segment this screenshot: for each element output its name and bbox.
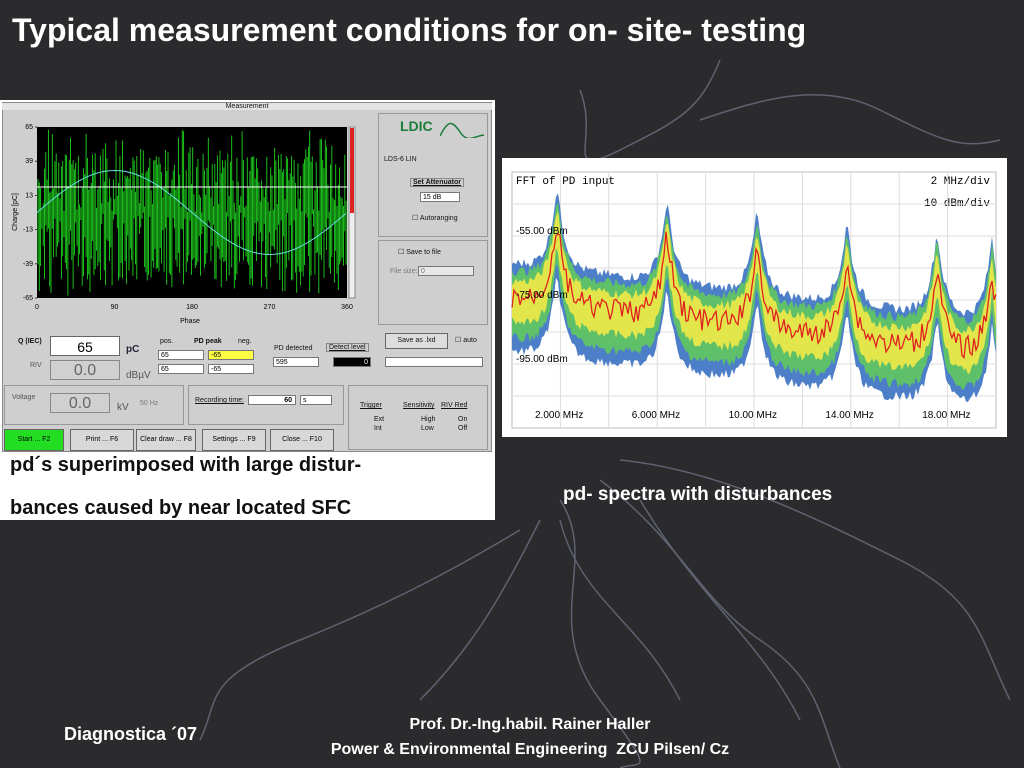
spectrum-title: FFT of PD input [516, 176, 615, 188]
x-tick-label: 270 [264, 304, 276, 311]
footer-affiliation: Power & Environmental Engineering ZCU Pi… [330, 741, 730, 758]
status-field [385, 357, 483, 367]
q-value: 65 [50, 336, 120, 356]
sensitivity-high[interactable]: High [421, 416, 436, 423]
waveform-plot: Charge [pC] Phase 65 39 13 -13 -39 -650 90 180 2… [12, 124, 356, 325]
x-label: 6.000 MHz [632, 410, 680, 421]
y-label: -95.00 dBm [516, 354, 568, 365]
file-size-field: 0 [418, 266, 474, 276]
recording-time-label: Recording time: [195, 397, 245, 404]
voltage-value: 0.0 [50, 393, 110, 413]
peak-neg-1: -65 [208, 364, 254, 374]
riv-red-label: RIV Red [441, 402, 468, 409]
start-button[interactable]: Start ... F2 [4, 429, 64, 451]
ldic-logo: LDIC [400, 118, 433, 134]
voltage-label: Voltage [12, 394, 36, 401]
print-button[interactable]: Print ... F6 [70, 429, 134, 451]
y-tick-label: -39 [23, 261, 33, 268]
x-tick-label: 360 [341, 304, 353, 311]
peak-pos-0: 65 [158, 350, 204, 360]
riv-unit: dBµV [126, 370, 151, 381]
autoranging-label: Autoranging [419, 215, 458, 222]
pos-label: pos. [160, 338, 174, 345]
y-label: -55.00 dBm [516, 226, 568, 237]
ldic-caption-line-2: bances caused by near located SFC [10, 497, 352, 519]
pd-detected-label: PD detected [274, 345, 313, 352]
set-attenuator-button[interactable]: Set Attenuator [410, 178, 464, 187]
pd-count: 595 [273, 357, 319, 367]
y-label: -75.00 dBm [516, 290, 568, 301]
logo-curve [440, 122, 485, 138]
attenuation-field[interactable]: 15 dB [420, 192, 460, 202]
trigger-int[interactable]: Int [374, 425, 382, 432]
neg-label: neg. [238, 338, 252, 345]
riv-label: RIV [30, 362, 42, 369]
x-label: 14.00 MHz [825, 410, 873, 421]
auto-check[interactable]: ☐ auto [455, 337, 477, 344]
x-tick-label: 0 [35, 304, 39, 311]
x-label: 10.00 MHz [729, 410, 777, 421]
y-tick-label: -65 [23, 295, 33, 302]
recording-group [188, 385, 344, 425]
y-tick-label: -13 [23, 227, 33, 234]
voltage-unit: kV [117, 402, 129, 413]
peak-neg-0: -65 [208, 350, 254, 360]
file-size-label: File size: [390, 268, 418, 275]
x-axis-label: Phase [180, 318, 200, 325]
y-tick-label: 39 [25, 158, 33, 165]
auto-label: auto [463, 337, 477, 344]
footer-author: Prof. Dr.-Ing.habil. Rainer Haller [409, 716, 651, 733]
clear-button[interactable]: Clear draw ... F8 [136, 429, 196, 451]
window-title: Measurement [2, 103, 492, 110]
spectrum-plot: FFT of PD input 2 MHz/div 10 dBm/div -55… [511, 171, 997, 429]
trigger-label: Trigger [360, 402, 382, 409]
detect-level-button[interactable]: Detect level [326, 343, 369, 352]
y-tick-label: 65 [25, 124, 33, 131]
pd-peak-label: PD peak [194, 338, 222, 345]
x-label: 2.000 MHz [535, 410, 583, 421]
close-button[interactable]: Close ... F10 [270, 429, 334, 451]
options-group [348, 385, 488, 450]
spectrum-trace [511, 231, 997, 360]
riv-red-on[interactable]: On [458, 416, 468, 423]
save-to-file-check[interactable]: ☐ Save to file [398, 249, 441, 256]
level-field: 0 [333, 357, 371, 367]
x-label: 18.00 MHz [922, 410, 970, 421]
spectrum-caption: pd- spectra with disturbances [563, 484, 833, 505]
sensitivity-low[interactable]: Low [421, 425, 434, 432]
recording-unit[interactable]: s [300, 395, 332, 405]
riv-red-off[interactable]: Off [458, 425, 468, 432]
voltage-group [4, 385, 184, 425]
trigger-ext[interactable]: Ext [374, 416, 385, 423]
level-fill [350, 128, 354, 213]
x-scale: 2 MHz/div [931, 176, 991, 188]
pd-pulses [37, 129, 347, 296]
model-label: LDS-6 LIN [384, 156, 417, 163]
frequency: 50 Hz [140, 400, 159, 407]
recording-value[interactable]: 60 [248, 395, 296, 405]
attenuator-group [378, 113, 488, 237]
y-axis-label: Charge [pC] [12, 193, 19, 231]
q-unit: pC [126, 344, 140, 355]
x-tick-label: 180 [186, 304, 198, 311]
slide-title: Typical measurement conditions for on- s… [12, 12, 807, 48]
q-label: Q (IEC) [18, 338, 42, 345]
ldic-caption-line-1: pd´s superimposed with large distur- [10, 454, 362, 476]
peak-pos-1: 65 [158, 364, 204, 374]
autoranging-check[interactable]: ☐ Autoranging [412, 215, 458, 222]
y-tick-label: 13 [25, 192, 33, 199]
sensitivity-label: Sensitivity [403, 402, 435, 409]
file-group [378, 240, 488, 325]
x-tick-label: 90 [111, 304, 119, 311]
save-to-file-label: Save to file [406, 249, 441, 256]
voltage-sine [36, 169, 347, 255]
footer-left: Diagnostica ´07 [64, 724, 198, 744]
noise-yellow [512, 211, 996, 375]
settings-button[interactable]: Settings ... F9 [202, 429, 266, 451]
save-as-button[interactable]: Save as .lxd [385, 333, 448, 349]
riv-value: 0.0 [50, 360, 120, 380]
